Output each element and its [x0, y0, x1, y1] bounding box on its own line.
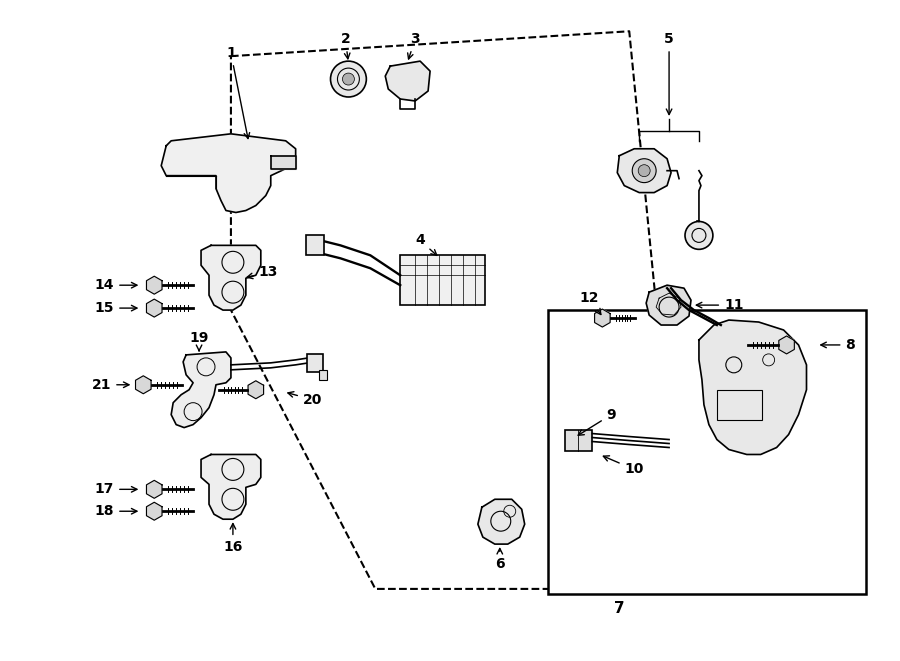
Text: 5: 5 — [664, 32, 674, 114]
Text: 21: 21 — [92, 378, 129, 392]
Bar — [400, 255, 485, 305]
Text: 16: 16 — [223, 524, 243, 554]
Polygon shape — [617, 149, 671, 192]
Polygon shape — [201, 455, 261, 519]
Text: 9: 9 — [578, 408, 617, 435]
Polygon shape — [136, 376, 151, 394]
Polygon shape — [147, 502, 162, 520]
Polygon shape — [147, 481, 162, 498]
Bar — [717, 390, 761, 420]
Text: 4: 4 — [415, 233, 436, 255]
Text: 18: 18 — [94, 504, 137, 518]
Bar — [307, 354, 322, 372]
Bar — [564, 430, 592, 451]
Text: 14: 14 — [94, 278, 137, 292]
Text: 6: 6 — [495, 549, 505, 571]
Text: 17: 17 — [94, 483, 137, 496]
Circle shape — [685, 221, 713, 249]
Text: 12: 12 — [580, 291, 601, 315]
Text: 2: 2 — [340, 32, 350, 59]
Text: 19: 19 — [189, 331, 209, 351]
Text: 8: 8 — [821, 338, 855, 352]
Text: 20: 20 — [288, 392, 322, 407]
Bar — [547, 310, 866, 594]
Text: 15: 15 — [94, 301, 137, 315]
Polygon shape — [778, 336, 795, 354]
Circle shape — [632, 159, 656, 182]
Polygon shape — [478, 499, 525, 544]
Polygon shape — [271, 156, 296, 169]
Bar — [319, 370, 327, 380]
Polygon shape — [171, 352, 231, 428]
Polygon shape — [699, 320, 806, 455]
Text: 10: 10 — [603, 456, 643, 477]
Polygon shape — [147, 299, 162, 317]
Text: 11: 11 — [697, 298, 743, 312]
Polygon shape — [147, 276, 162, 294]
Text: 3: 3 — [408, 32, 420, 59]
Polygon shape — [595, 309, 610, 327]
Text: 1: 1 — [226, 46, 249, 139]
Polygon shape — [248, 381, 264, 399]
Circle shape — [638, 165, 650, 176]
Circle shape — [343, 73, 355, 85]
Text: 13: 13 — [248, 265, 278, 279]
Polygon shape — [646, 285, 691, 325]
Bar — [306, 235, 323, 255]
Text: 7: 7 — [614, 602, 625, 616]
Circle shape — [330, 61, 366, 97]
Polygon shape — [161, 134, 296, 212]
Polygon shape — [385, 61, 430, 101]
Polygon shape — [201, 245, 261, 310]
